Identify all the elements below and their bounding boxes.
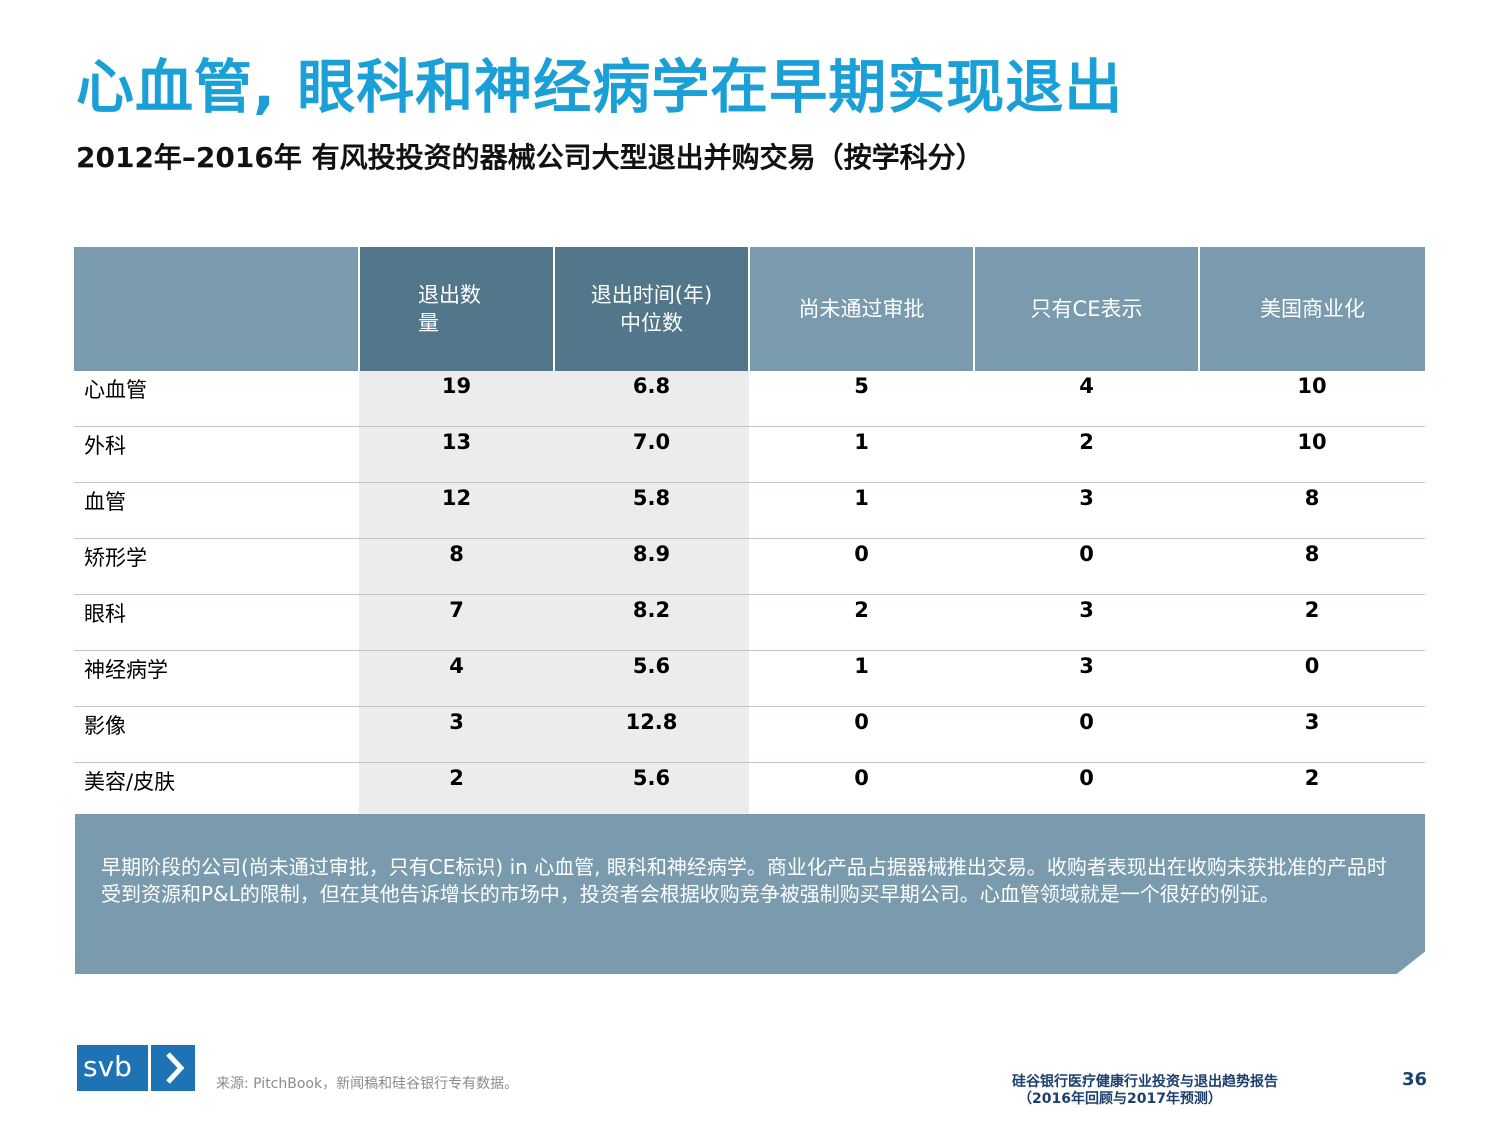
header-ce-only: 只有CE表示 (974, 247, 1200, 371)
cell-median: 12.8 (554, 706, 749, 763)
cell-exits: 19 (359, 371, 554, 427)
cell-category: 神经病学 (74, 650, 359, 707)
cell-ce-only: 0 (974, 538, 1199, 595)
cell-exits: 7 (359, 594, 554, 651)
table-row: 影像 3 12.8 0 0 3 (74, 706, 1425, 763)
exits-table: 退出数 量 退出时间(年) 中位数 尚未通过审批 只有CE表示 美国商业化 心血… (74, 247, 1425, 819)
svb-logo-text: svb (83, 1050, 132, 1083)
table-header-row: 退出数 量 退出时间(年) 中位数 尚未通过审批 只有CE表示 美国商业化 (74, 247, 1425, 371)
header-median-time-line1: 退出时间(年) (590, 283, 713, 307)
svb-logo: svb (77, 1045, 195, 1091)
cell-not-approved: 2 (749, 594, 974, 651)
header-us-commercial: 美国商业化 (1199, 247, 1425, 371)
table-row: 外科 13 7.0 1 2 10 (74, 426, 1425, 483)
cell-median: 7.0 (554, 426, 749, 483)
cell-ce-only: 2 (974, 426, 1199, 483)
cell-us-commercial: 0 (1199, 650, 1425, 707)
cell-exits: 13 (359, 426, 554, 483)
page-title: 心血管, 眼科和神经病学在早期实现退出 (76, 53, 1124, 121)
cell-not-approved: 1 (749, 426, 974, 483)
page-subtitle: 2012年–2016年 有风投投资的器械公司大型退出并购交易（按学科分） (76, 141, 984, 174)
cell-ce-only: 3 (974, 650, 1199, 707)
chevron-right-icon (166, 1052, 185, 1084)
cell-category: 美容/皮肤 (74, 762, 359, 819)
table-row: 美容/皮肤 2 5.6 0 0 2 (74, 762, 1425, 819)
summary-note-box: 早期阶段的公司(尚未通过审批，只有CE标识) in 心血管, 眼科和神经病学。商… (75, 814, 1425, 974)
table-row: 眼科 7 8.2 2 3 2 (74, 594, 1425, 651)
cell-category: 影像 (74, 706, 359, 763)
cell-not-approved: 0 (749, 762, 974, 819)
summary-note-text: 早期阶段的公司(尚未通过审批，只有CE标识) in 心血管, 眼科和神经病学。商… (101, 855, 1387, 906)
report-title-line2: （2016年回顾与2017年预测） (1018, 1091, 1222, 1107)
header-median-time-line2: 中位数 (620, 311, 683, 335)
header-blank (74, 247, 360, 371)
cell-not-approved: 0 (749, 706, 974, 763)
cell-us-commercial: 10 (1199, 426, 1425, 483)
cell-exits: 4 (359, 650, 554, 707)
cell-not-approved: 1 (749, 650, 974, 707)
cell-us-commercial: 2 (1199, 594, 1425, 651)
cell-category: 矫形学 (74, 538, 359, 595)
cell-us-commercial: 8 (1199, 482, 1425, 539)
cell-ce-only: 3 (974, 594, 1199, 651)
table-row: 心血管 19 6.8 5 4 10 (74, 371, 1425, 427)
cell-median: 5.6 (554, 762, 749, 819)
cell-exits: 12 (359, 482, 554, 539)
cell-ce-only: 4 (974, 371, 1199, 427)
cell-not-approved: 5 (749, 371, 974, 427)
header-median-time: 退出时间(年) 中位数 (554, 247, 750, 371)
cell-not-approved: 1 (749, 482, 974, 539)
cell-us-commercial: 2 (1199, 762, 1425, 819)
header-exit-count-line1: 退出数 (418, 283, 481, 307)
source-citation: 来源: PitchBook，新闻稿和硅谷银行专有数据。 (216, 1076, 519, 1092)
cell-not-approved: 0 (749, 538, 974, 595)
cell-median: 8.2 (554, 594, 749, 651)
header-exit-count-line2: 量 (418, 311, 439, 335)
table-row: 血管 12 5.8 1 3 8 (74, 482, 1425, 539)
cell-ce-only: 3 (974, 482, 1199, 539)
cell-category: 外科 (74, 426, 359, 483)
cell-exits: 8 (359, 538, 554, 595)
table-row: 矫形学 8 8.9 0 0 8 (74, 538, 1425, 595)
table-row: 神经病学 4 5.6 1 3 0 (74, 650, 1425, 707)
cell-category: 心血管 (74, 371, 359, 427)
cell-category: 血管 (74, 482, 359, 539)
page-number: 36 (1402, 1069, 1428, 1090)
cell-median: 5.6 (554, 650, 749, 707)
svb-logo-divider (148, 1045, 151, 1091)
cell-us-commercial: 8 (1199, 538, 1425, 595)
header-exit-count: 退出数 量 (359, 247, 555, 371)
cell-us-commercial: 3 (1199, 706, 1425, 763)
header-not-approved: 尚未通过审批 (749, 247, 975, 371)
cell-exits: 3 (359, 706, 554, 763)
cell-exits: 2 (359, 762, 554, 819)
cell-ce-only: 0 (974, 706, 1199, 763)
cell-ce-only: 0 (974, 762, 1199, 819)
cell-category: 眼科 (74, 594, 359, 651)
report-title: 硅谷银行医疗健康行业投资与退出趋势报告 （2016年回顾与2017年预测） (1012, 1074, 1278, 1108)
cell-median: 5.8 (554, 482, 749, 539)
cell-median: 6.8 (554, 371, 749, 427)
cell-us-commercial: 10 (1199, 371, 1425, 427)
cell-median: 8.9 (554, 538, 749, 595)
report-title-line1: 硅谷银行医疗健康行业投资与退出趋势报告 (1012, 1074, 1278, 1090)
